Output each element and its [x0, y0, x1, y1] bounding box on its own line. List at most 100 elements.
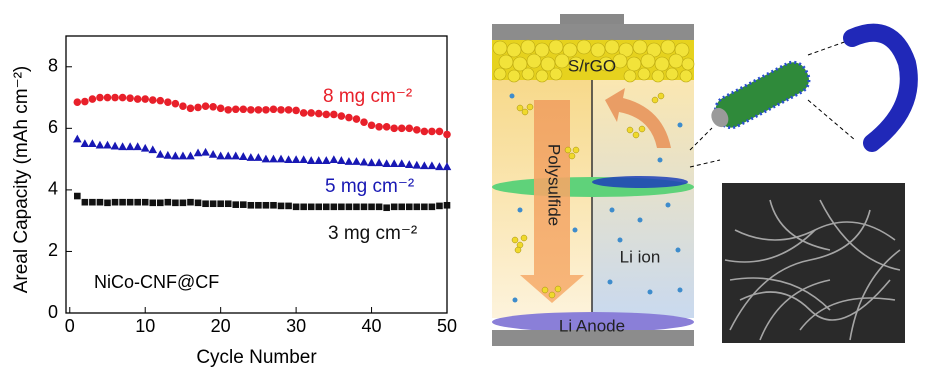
- point: [285, 203, 292, 210]
- point: [141, 144, 150, 152]
- point: [126, 94, 134, 102]
- point: [164, 151, 173, 159]
- point: [270, 105, 278, 113]
- point: [216, 152, 225, 160]
- point: [118, 142, 127, 150]
- point: [292, 155, 301, 163]
- point: [157, 200, 164, 207]
- series-label: 5 mg cm⁻²: [325, 176, 414, 197]
- figure: S/rGO Polysulfide Li ion Li Anode 010203…: [0, 0, 933, 373]
- point: [96, 141, 105, 149]
- point: [81, 98, 89, 106]
- x-axis-title: Cycle Number: [196, 347, 317, 368]
- point: [255, 106, 263, 114]
- point: [81, 139, 90, 147]
- point: [96, 94, 104, 102]
- point: [134, 199, 141, 206]
- point: [376, 204, 383, 211]
- point: [338, 112, 346, 120]
- point: [157, 97, 165, 105]
- point: [210, 200, 217, 207]
- point: [322, 156, 331, 164]
- point: [330, 155, 339, 163]
- point: [262, 155, 271, 163]
- point: [307, 156, 316, 164]
- point: [406, 204, 413, 211]
- point: [209, 150, 218, 158]
- x-tick-label: 10: [135, 316, 155, 336]
- point: [186, 152, 195, 160]
- point: [420, 161, 429, 169]
- point: [383, 123, 391, 131]
- point: [179, 102, 187, 110]
- point: [414, 204, 421, 211]
- x-tick-label: 0: [65, 316, 75, 336]
- diagram-label: Polysulfide: [545, 144, 564, 226]
- point: [217, 105, 225, 113]
- point: [315, 204, 322, 211]
- annotation: NiCo-CNF@CF: [94, 272, 219, 292]
- point: [345, 157, 354, 165]
- point: [119, 94, 127, 102]
- point: [308, 204, 315, 211]
- point: [74, 98, 82, 106]
- diagram-label: Li ion: [620, 247, 661, 266]
- point: [180, 200, 187, 207]
- point: [277, 106, 285, 114]
- point: [255, 202, 262, 209]
- point: [278, 203, 285, 210]
- point: [300, 204, 307, 211]
- point: [194, 148, 203, 156]
- point: [142, 199, 149, 206]
- point: [89, 199, 96, 206]
- point: [217, 200, 224, 207]
- point: [82, 199, 89, 206]
- point: [436, 128, 444, 136]
- point: [315, 110, 323, 118]
- diagram-label: Li Anode: [559, 316, 625, 335]
- point: [171, 152, 180, 160]
- point: [293, 204, 300, 211]
- y-tick-label: 6: [48, 117, 58, 137]
- point: [367, 158, 376, 166]
- series-label: 3 mg cm⁻²: [328, 223, 417, 244]
- point: [330, 111, 338, 119]
- point: [239, 152, 248, 160]
- point: [435, 162, 444, 170]
- x-tick-label: 30: [286, 316, 306, 336]
- y-axis-title: Areal Capacity (mAh cm⁻²): [11, 66, 32, 294]
- point: [187, 199, 194, 206]
- point: [209, 103, 217, 111]
- zoom-line: [808, 100, 855, 140]
- point: [436, 203, 443, 210]
- point: [104, 94, 112, 102]
- point: [127, 199, 134, 206]
- point: [352, 157, 361, 165]
- point: [269, 155, 278, 163]
- point: [323, 204, 330, 211]
- battery-diagram: S/rGO Polysulfide Li ion Li Anode: [492, 14, 909, 346]
- point: [187, 105, 195, 113]
- top-cap: [492, 24, 694, 40]
- point: [429, 204, 436, 211]
- point: [239, 105, 247, 113]
- point: [382, 159, 391, 167]
- point: [231, 152, 240, 160]
- point: [172, 100, 180, 108]
- point: [224, 106, 232, 114]
- point: [126, 142, 135, 150]
- point: [201, 148, 210, 156]
- point: [284, 155, 293, 163]
- x-tick-label: 50: [437, 316, 457, 336]
- point: [141, 95, 149, 103]
- diagram-label: S/rGO: [568, 56, 616, 75]
- point: [148, 145, 157, 153]
- point: [111, 94, 119, 102]
- chart: 0102030405002468Cycle NumberAreal Capaci…: [11, 36, 457, 368]
- point: [232, 201, 239, 208]
- y-tick-label: 8: [48, 56, 58, 76]
- point: [119, 199, 126, 206]
- nanotube: [852, 33, 909, 143]
- point: [164, 98, 172, 106]
- point: [165, 199, 172, 206]
